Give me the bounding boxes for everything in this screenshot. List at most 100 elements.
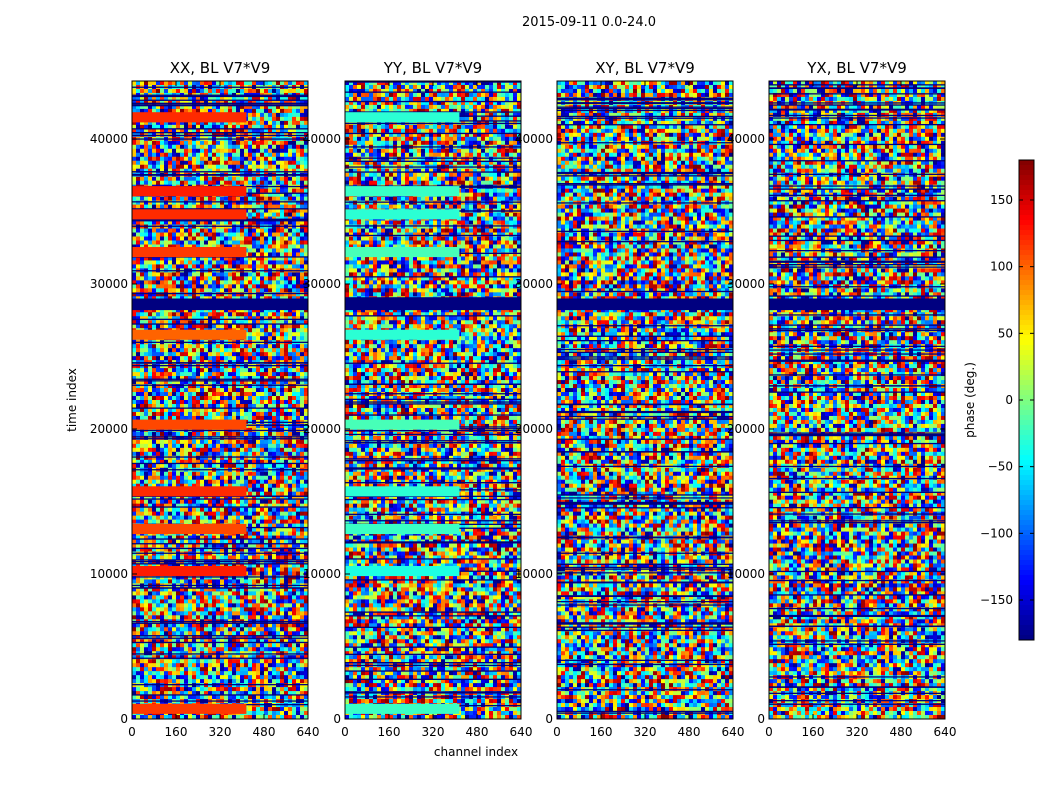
flagged-band xyxy=(557,298,733,311)
y-tick-label: 30000 xyxy=(90,277,128,291)
y-tick-label: 0 xyxy=(120,712,128,726)
colorbar-segment xyxy=(1019,510,1034,516)
x-tick-label: 0 xyxy=(553,725,561,739)
colorbar-segment xyxy=(1019,355,1034,361)
colorbar-segment xyxy=(1019,270,1034,276)
colorbar-tick-label: −50 xyxy=(988,460,1013,474)
colorbar-segment xyxy=(1019,600,1034,606)
panel-xx: XX, BL V7*V9 0 160 320 480 640 0 10000 20000 3000… xyxy=(90,59,320,739)
coherent-band xyxy=(132,329,247,340)
colorbar-segment xyxy=(1019,515,1034,521)
x-tick-label: 480 xyxy=(678,725,701,739)
colorbar-segment xyxy=(1019,165,1034,171)
x-tick-label: 480 xyxy=(466,725,489,739)
colorbar-segment xyxy=(1019,520,1034,526)
coherent-band xyxy=(345,329,460,340)
colorbar-segment xyxy=(1019,535,1034,541)
panels-group: XX, BL V7*V9 0 160 320 480 640 0 10000 20000 3000… xyxy=(90,59,957,739)
coherent-band xyxy=(345,112,460,123)
colorbar-segment xyxy=(1019,265,1034,271)
colorbar-segment xyxy=(1019,455,1034,461)
colorbar-segment xyxy=(1019,495,1034,501)
colorbar-tick-label: 150 xyxy=(990,193,1013,207)
y-tick-label: 40000 xyxy=(515,132,553,146)
colorbar-segment xyxy=(1019,590,1034,596)
colorbar-segment xyxy=(1019,485,1034,491)
coherent-band xyxy=(345,703,460,714)
colorbar-segment xyxy=(1019,390,1034,396)
panel-title: YX, BL V7*V9 xyxy=(806,59,907,77)
colorbar-segment xyxy=(1019,360,1034,366)
colorbar-segment xyxy=(1019,205,1034,211)
colorbar-segment xyxy=(1019,525,1034,531)
coherent-band xyxy=(345,186,460,197)
colorbar-tick-label: −100 xyxy=(980,526,1013,540)
coherent-band xyxy=(345,247,460,258)
coherent-band xyxy=(132,112,247,123)
colorbar-segment xyxy=(1019,325,1034,331)
coherent-band xyxy=(345,524,460,535)
colorbar-segment xyxy=(1019,625,1034,631)
flagged-band xyxy=(345,298,521,311)
colorbar-segment xyxy=(1019,335,1034,341)
y-tick-label: 30000 xyxy=(727,277,765,291)
x-tick-label: 640 xyxy=(297,725,320,739)
panel-yy: YY, BL V7*V9 0 160 320 480 640 0 10000 20000 3000… xyxy=(303,59,533,739)
flagged-band xyxy=(132,298,308,311)
colorbar-segment xyxy=(1019,210,1034,216)
x-tick-label: 320 xyxy=(209,725,232,739)
phase-image xyxy=(769,81,945,719)
colorbar-segment xyxy=(1019,285,1034,291)
colorbar-segment xyxy=(1019,565,1034,571)
y-tick-label: 10000 xyxy=(303,567,341,581)
colorbar-segment xyxy=(1019,290,1034,296)
colorbar-segment xyxy=(1019,255,1034,261)
coherent-band xyxy=(132,247,247,258)
colorbar-segment xyxy=(1019,275,1034,281)
colorbar-segment xyxy=(1019,370,1034,376)
x-axis-label: channel index xyxy=(434,745,518,759)
x-tick-label: 0 xyxy=(341,725,349,739)
colorbar-segment xyxy=(1019,240,1034,246)
colorbar-segment xyxy=(1019,320,1034,326)
y-tick-label: 0 xyxy=(545,712,553,726)
phase-image xyxy=(345,81,521,719)
colorbar-segment xyxy=(1019,465,1034,471)
x-tick-label: 320 xyxy=(422,725,445,739)
colorbar-segment xyxy=(1019,385,1034,391)
colorbar-segment xyxy=(1019,505,1034,511)
colorbar-segment xyxy=(1019,215,1034,221)
colorbar-segment xyxy=(1019,490,1034,496)
colorbar-segment xyxy=(1019,500,1034,506)
panel-title: YY, BL V7*V9 xyxy=(383,59,482,77)
y-tick-label: 20000 xyxy=(303,422,341,436)
colorbar-segment xyxy=(1019,175,1034,181)
x-tick-label: 320 xyxy=(846,725,869,739)
colorbar-segment xyxy=(1019,190,1034,196)
colorbar-segment xyxy=(1019,260,1034,266)
colorbar-segment xyxy=(1019,635,1034,641)
y-axis-label: time index xyxy=(65,368,79,432)
colorbar-segment xyxy=(1019,530,1034,536)
colorbar-segment xyxy=(1019,575,1034,581)
colorbar-segment xyxy=(1019,315,1034,321)
colorbar-segment xyxy=(1019,225,1034,231)
colorbar-segment xyxy=(1019,405,1034,411)
colorbar-segment xyxy=(1019,395,1034,401)
colorbar-segment xyxy=(1019,550,1034,556)
colorbar-tick-label: 0 xyxy=(1005,393,1013,407)
colorbar-segment xyxy=(1019,620,1034,626)
colorbar-segment xyxy=(1019,220,1034,226)
y-tick-label: 20000 xyxy=(90,422,128,436)
y-tick-label: 40000 xyxy=(90,132,128,146)
colorbar-segment xyxy=(1019,415,1034,421)
colorbar-segment xyxy=(1019,365,1034,371)
colorbar-segment xyxy=(1019,475,1034,481)
colorbar-segment xyxy=(1019,400,1034,406)
colorbar-segment xyxy=(1019,410,1034,416)
x-tick-label: 160 xyxy=(378,725,401,739)
colorbar-segment xyxy=(1019,280,1034,286)
colorbar-segment xyxy=(1019,295,1034,301)
colorbar-segment xyxy=(1019,630,1034,636)
